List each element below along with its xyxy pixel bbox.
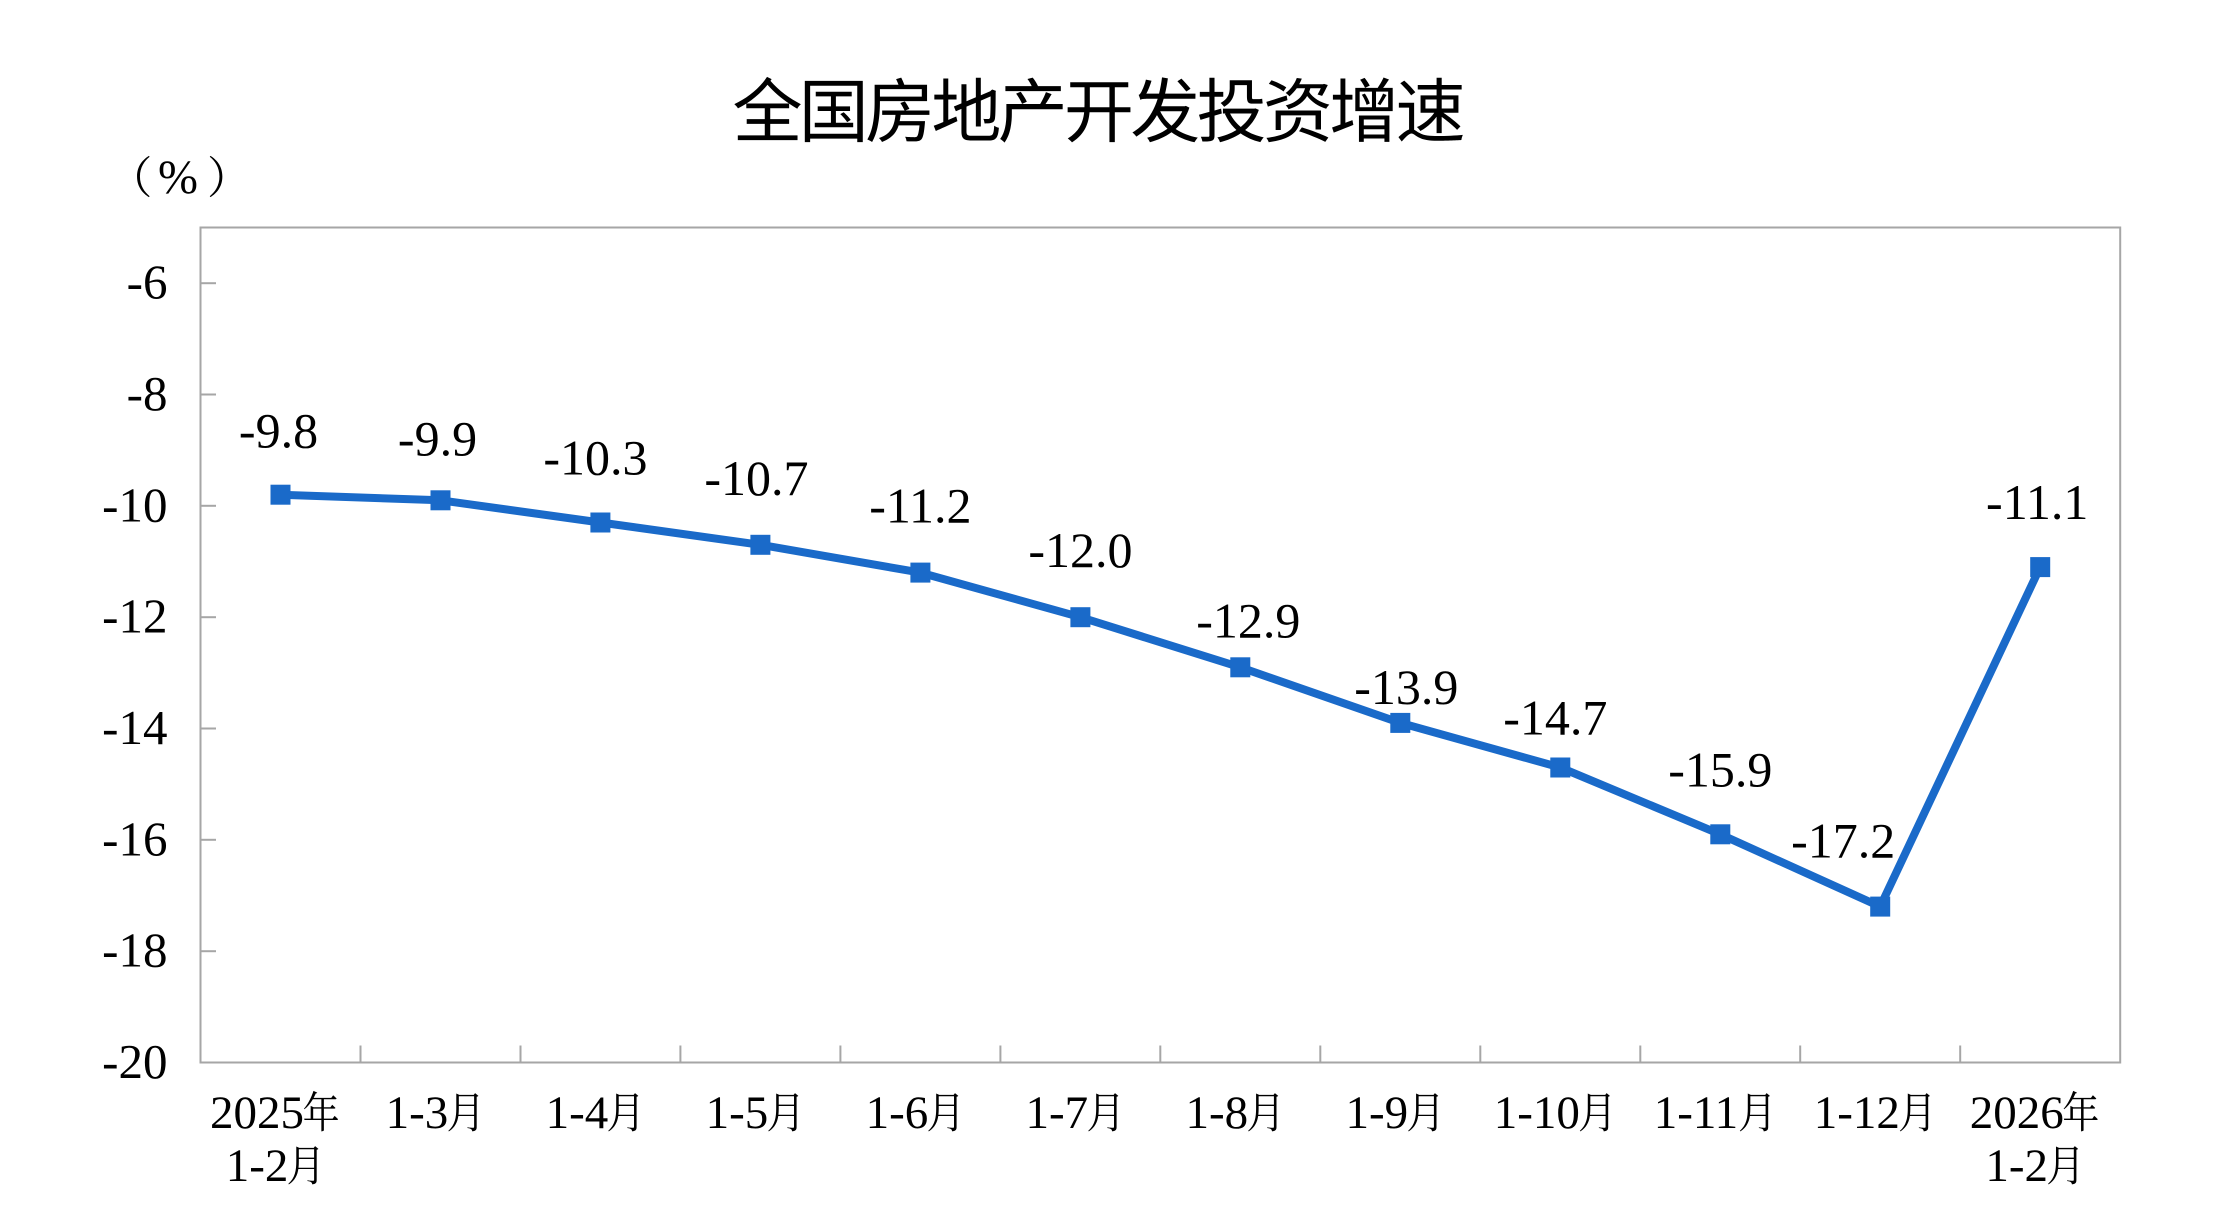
svg-text:1-5: 1-5 bbox=[706, 1087, 769, 1139]
svg-text:1-8: 1-8 bbox=[1186, 1087, 1249, 1139]
svg-text:-14: -14 bbox=[102, 700, 167, 755]
svg-text:-15.9: -15.9 bbox=[1668, 741, 1772, 797]
svg-text:1-7: 1-7 bbox=[1026, 1087, 1089, 1139]
svg-text:-10: -10 bbox=[102, 477, 167, 532]
svg-text:-8: -8 bbox=[127, 366, 168, 421]
svg-text:%: % bbox=[158, 151, 198, 204]
svg-text:-17.2: -17.2 bbox=[1791, 813, 1895, 869]
svg-text:1-10: 1-10 bbox=[1494, 1087, 1580, 1139]
svg-text:-6: -6 bbox=[127, 255, 168, 310]
svg-text:1-12: 1-12 bbox=[1814, 1087, 1900, 1139]
svg-text:-9.8: -9.8 bbox=[239, 403, 318, 459]
svg-text:1-2: 1-2 bbox=[1985, 1140, 2048, 1192]
svg-text:-14.7: -14.7 bbox=[1503, 690, 1607, 746]
svg-text:-16: -16 bbox=[102, 811, 167, 866]
svg-text:-20: -20 bbox=[102, 1034, 167, 1089]
svg-text:-18: -18 bbox=[102, 923, 167, 978]
svg-text:1-9: 1-9 bbox=[1346, 1087, 1409, 1139]
svg-text:-13.9: -13.9 bbox=[1354, 659, 1458, 715]
svg-text:-11.1: -11.1 bbox=[1986, 474, 2088, 530]
svg-text:1-6: 1-6 bbox=[866, 1087, 929, 1139]
svg-text:1-3: 1-3 bbox=[386, 1087, 449, 1139]
svg-text:-12.0: -12.0 bbox=[1028, 522, 1132, 578]
svg-text:-12: -12 bbox=[102, 589, 167, 644]
svg-text:-10.7: -10.7 bbox=[704, 450, 808, 506]
svg-text:2026: 2026 bbox=[1970, 1087, 2064, 1139]
svg-text:-10.3: -10.3 bbox=[543, 430, 647, 486]
svg-text:-9.9: -9.9 bbox=[398, 410, 477, 466]
svg-text:-12.9: -12.9 bbox=[1196, 592, 1300, 648]
svg-text:1-4: 1-4 bbox=[546, 1087, 609, 1139]
svg-text:1-2: 1-2 bbox=[226, 1140, 289, 1192]
svg-text:2025: 2025 bbox=[210, 1087, 304, 1139]
svg-text:1-11: 1-11 bbox=[1654, 1087, 1738, 1139]
svg-text:-11.2: -11.2 bbox=[869, 478, 971, 534]
